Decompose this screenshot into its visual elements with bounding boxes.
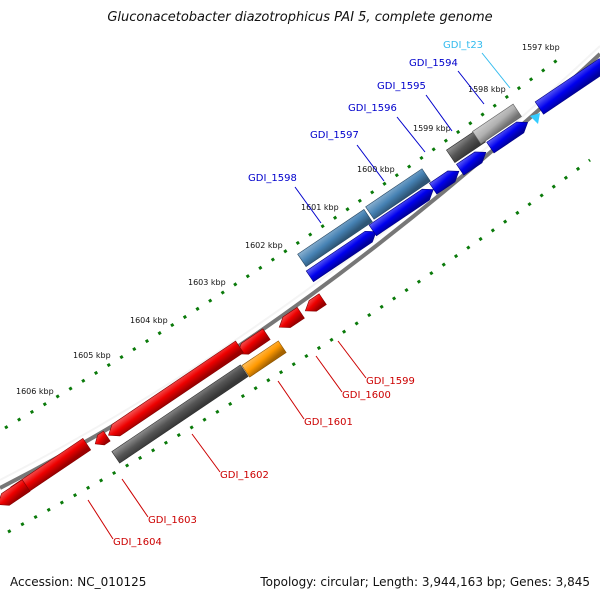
cds-arrow-gdi-1597 — [368, 188, 434, 237]
map-title: Gluconacetobacter diazotrophicus PAI 5, … — [107, 10, 493, 25]
leader-line-gdi-1594 — [457, 70, 485, 105]
inner-tick-ring — [7, 158, 591, 534]
gene-label-gdi-1600: GDI_1600 — [342, 390, 391, 401]
kbp-label-1: 1597 kbp — [522, 43, 560, 52]
accession-label: Accession: NC_010125 — [10, 575, 147, 589]
kbp-label-10: 1606 kbp — [16, 387, 54, 396]
cds-arrow-gdi-1598 — [305, 230, 377, 283]
kbp-label-2: 1598 kbp — [468, 85, 506, 94]
leader-line-gdi-1600 — [315, 355, 343, 393]
kbp-label-6: 1602 kbp — [245, 241, 283, 250]
gene-label-gdi-1604: GDI_1604 — [113, 537, 162, 548]
kbp-label-7: 1603 kbp — [188, 278, 226, 287]
feature-gdi-1595 — [446, 129, 486, 163]
cds-arrow-gdi-1605 — [0, 479, 31, 506]
feature-gdi-1594 — [472, 103, 522, 145]
leader-line-gdi-1602 — [191, 433, 221, 473]
gene-label-gdi-1598: GDI_1598 — [248, 173, 297, 184]
kbp-label-3: 1599 kbp — [413, 124, 451, 133]
leader-line-gdi-1599 — [337, 340, 367, 379]
feature-gdi-1598 — [297, 208, 373, 268]
leader-line-gdi-1603 — [121, 478, 149, 518]
feature-gdi-1601 — [241, 340, 287, 378]
leader-line-gdi-1596 — [396, 116, 426, 153]
cds-arrow-gdi-1600 — [278, 306, 305, 328]
feature-gdi-1602 — [111, 364, 249, 464]
leader-line-gdi-1598 — [294, 186, 322, 224]
genome-summary: Topology: circular; Length: 3,944,163 bp… — [260, 575, 590, 589]
outer-tick-ring — [4, 56, 561, 430]
cds-arrow-gdi-1603 — [94, 430, 111, 446]
cds-arrow-gdi-1594 — [486, 121, 529, 154]
kbp-label-8: 1604 kbp — [130, 316, 168, 325]
feature-gdi-1597 — [365, 168, 431, 220]
gene-label-gdi-1596: GDI_1596 — [348, 103, 397, 114]
feature-gdi-t23 — [530, 113, 540, 124]
gene-label-gdi-1594: GDI_1594 — [409, 58, 458, 69]
gene-label-gdi-t23: GDI_t23 — [443, 40, 483, 51]
leader-line-gdi-1597 — [356, 144, 385, 182]
gene-label-gdi-1595: GDI_1595 — [377, 81, 426, 92]
leader-line-gdi-1604 — [87, 499, 114, 540]
leader-line-gdi-1595 — [425, 94, 453, 132]
cds-arrow-gdi-1596 — [429, 170, 460, 195]
kbp-label-5: 1601 kbp — [301, 203, 339, 212]
gene-label-gdi-1599: GDI_1599 — [366, 376, 415, 387]
leader-line-gdi-1601 — [277, 380, 305, 420]
leader-line-gdi-t23 — [481, 52, 511, 89]
feature-gdi-1593 — [534, 58, 600, 115]
gene-label-gdi-1597: GDI_1597 — [310, 130, 359, 141]
gene-label-gdi-1602: GDI_1602 — [220, 470, 269, 481]
cds-arrow-gdi-1599 — [304, 293, 327, 312]
cds-arrow-gdi-1595 — [456, 151, 487, 176]
cds-arrow-gdi-1602 — [108, 340, 244, 437]
gene-label-gdi-1601: GDI_1601 — [304, 417, 353, 428]
kbp-label-9: 1605 kbp — [73, 351, 111, 360]
gene-label-gdi-1603: GDI_1603 — [148, 515, 197, 526]
